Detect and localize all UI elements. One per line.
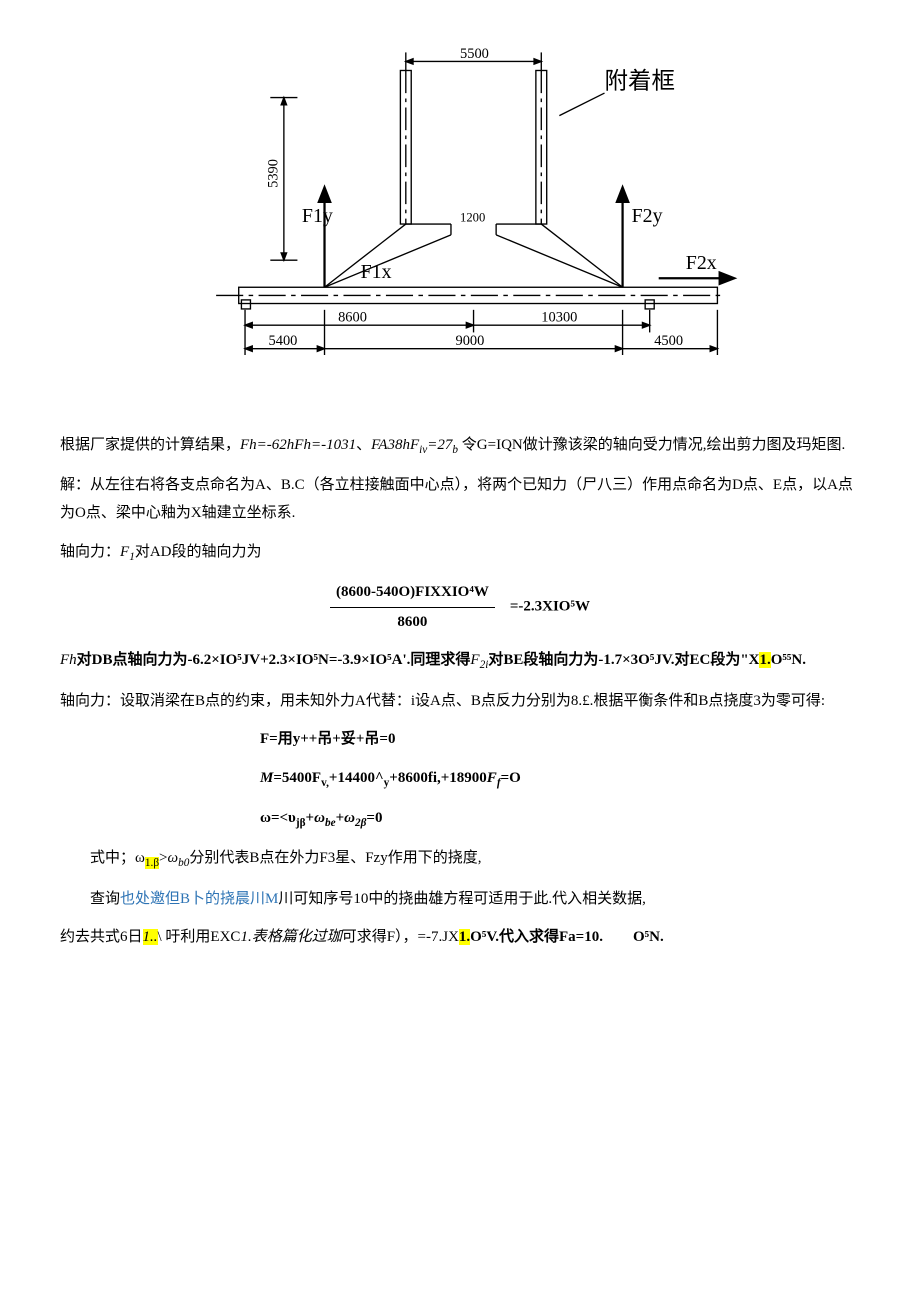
- para-1: 根据厂家提供的计算结果，Fh=-62hFh=-1031、FA38hFiv=27b…: [60, 431, 860, 461]
- p1-eq: =27: [427, 437, 452, 453]
- p8b: \ 吁利用EXC: [158, 929, 241, 945]
- diagram-svg: 5500 附着框 5390 1200 F1y F2y: [180, 40, 740, 390]
- eq2v: v,: [321, 777, 329, 789]
- p6w: ω: [168, 850, 179, 866]
- para-3: 轴向力：F1对AD段的轴向力为: [60, 538, 860, 568]
- p4f2: F: [470, 652, 479, 668]
- eq-1: F=用y++吊+妥+吊=0: [260, 725, 860, 754]
- dim-5390: 5390: [266, 159, 282, 188]
- label-f1x: F1x: [361, 261, 392, 283]
- p3b: 对AD段的轴向力为: [135, 544, 262, 560]
- eq2body: =5400F: [273, 770, 321, 786]
- formula-fraction: (8600-540O)FIXXIO⁴W 8600 =-2.3XIO⁵W: [60, 578, 860, 636]
- p8a: 约去共式6日: [60, 929, 143, 945]
- para-7: 查询也处邀但B卜的挠晨川M川可知序号10中的挠曲雄方程可适用于此.代入相关数据,: [60, 885, 860, 914]
- eq2tail: =O: [501, 770, 521, 786]
- para-4: Fh对DB点轴向力为-6.2×IO⁵JV+2.3×IO⁵N=-3.9×IO⁵A'…: [60, 646, 860, 676]
- p6c: 分别代表B点在外力F3星、Fzy作用下的挠度,: [189, 850, 481, 866]
- label-f2x: F2x: [686, 252, 717, 274]
- eq3p2: +: [336, 810, 345, 826]
- dim-8600: 8600: [338, 310, 367, 326]
- p1-text: 根据厂家提供的计算结果，: [60, 437, 240, 453]
- p1-rest: 令G=IQN做计豫该梁的轴向受力情况,绘出剪力图及玛矩图.: [458, 437, 845, 453]
- dim-4500: 4500: [654, 333, 683, 349]
- dim-1200: 1200: [460, 210, 485, 224]
- para-8: 约去共式6日1..\ 吁利用EXC1.表格篇化过珈可求得F），=-7.JX1.O…: [60, 923, 860, 952]
- eq3be: be: [325, 817, 336, 829]
- eq2m: M: [260, 770, 273, 786]
- label-f1y: F1y: [302, 205, 333, 227]
- p6b0: b0: [178, 857, 189, 869]
- frac-num: (8600-540O)FIXXIO⁴W: [330, 578, 495, 608]
- eq3p1: +: [306, 810, 315, 826]
- frac-den: 8600: [330, 608, 495, 637]
- p6b: >: [159, 850, 167, 866]
- p8c: 可求得F），=-7.JX: [342, 929, 459, 945]
- eq2mid: +14400^: [329, 770, 384, 786]
- label-f2y: F2y: [632, 205, 663, 227]
- engineering-diagram: 5500 附着框 5390 1200 F1y F2y: [60, 40, 860, 401]
- p1-fh: Fh=-62hFh=-1031: [240, 437, 356, 453]
- p6a: 式中；ω: [90, 850, 145, 866]
- p8e: O⁵N.: [633, 929, 664, 945]
- eq2ff: F: [487, 770, 497, 786]
- para-2: 解：从左往右将各支点命名为A、B.C（各立柱接触面中心点），将两个已知力（尸八三…: [60, 471, 860, 528]
- p8it1: 1.表格篇化过珈: [240, 929, 341, 945]
- dim-10300: 10300: [541, 310, 577, 326]
- p4b: 对BE段轴向力为-1.7×3O⁵JV.对EC段为"X: [488, 652, 759, 668]
- eq-3: ω=<υjβ+ωbe+ω2β=0: [260, 804, 860, 834]
- eq3jb: jβ: [296, 817, 306, 829]
- eq3eq: =0: [366, 810, 382, 826]
- p8d: O⁵V.代入求得Fa=10.: [470, 929, 603, 945]
- p1-fa: FA38hF: [371, 437, 419, 453]
- dim-5400: 5400: [269, 333, 298, 349]
- p8hl2: 1.: [459, 929, 470, 945]
- p4fh: Fh: [60, 652, 77, 668]
- p3a: 轴向力：: [60, 544, 120, 560]
- eq3w2: ω: [344, 810, 355, 826]
- para-6: 式中；ω1.β>ωb0分别代表B点在外力F3星、Fzy作用下的挠度,: [60, 844, 860, 874]
- p4c: O⁵⁵N.: [771, 652, 806, 668]
- attach-box-label: 附着框: [605, 68, 675, 95]
- para-5: 轴向力：设取消梁在B点的约束，用未知外力A代替：i设A点、B点反力分别为8.£.…: [60, 687, 860, 716]
- eq3w1: ω: [314, 810, 325, 826]
- p4a: 对DB点轴向力为-6.2×IO⁵JV+2.3×IO⁵N=-3.9×IO⁵A'.同…: [77, 652, 471, 668]
- p6hl: 1.β: [145, 857, 159, 869]
- p3f: F: [120, 544, 129, 560]
- p7a: 查询: [90, 891, 120, 907]
- p7b: 川可知序号10中的挠曲雄方程可适用于此.代入相关数据,: [278, 891, 646, 907]
- dim-9000: 9000: [455, 333, 484, 349]
- eq3a: ω=<υ: [260, 810, 296, 826]
- dim-5500: 5500: [460, 46, 489, 62]
- frac-eq: =-2.3XIO⁵W: [510, 599, 590, 615]
- p7link: 也处邀但B卜的挠晨川M: [120, 891, 278, 907]
- p4hl: 1.: [759, 652, 770, 668]
- eq32b: 2β: [355, 817, 366, 829]
- eq-2: M=5400Fv,+14400^y+8600fi,+18900Ff=O: [260, 764, 860, 794]
- eq2end: +8600fi,+18900: [389, 770, 487, 786]
- p8hl1: 1..: [143, 929, 158, 945]
